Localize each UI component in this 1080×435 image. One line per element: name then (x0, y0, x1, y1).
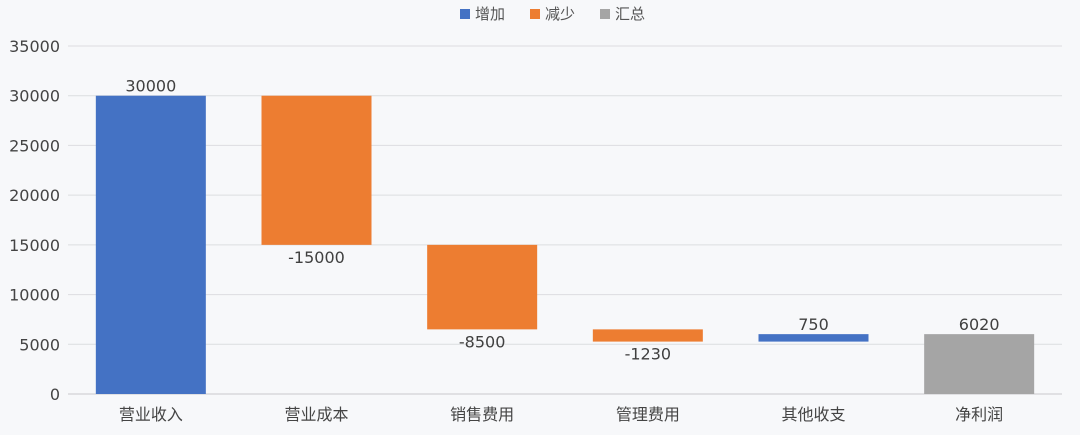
bar-1 (95, 95, 206, 394)
y-tick-label: 0 (50, 385, 60, 404)
legend-label: 汇总 (615, 5, 645, 23)
legend-label: 减少 (545, 5, 575, 23)
bars (95, 95, 1035, 394)
legend-swatch (460, 9, 470, 19)
data-label-5: 750 (798, 315, 829, 334)
y-tick-label: 30000 (9, 87, 60, 106)
x-category-label: 净利润 (955, 405, 1003, 424)
bar-5 (758, 334, 869, 342)
y-tick-label: 25000 (9, 136, 60, 155)
bar-3 (427, 244, 538, 330)
bar-4 (592, 329, 703, 342)
y-axis: 0 5000 10000 15000 20000 25000 30000 35000 (9, 37, 60, 404)
legend-item-decrease: 减少 (530, 5, 575, 23)
x-axis: 营业收入 营业成本 销售费用 管理费用 其他收支 净利润 (119, 405, 1003, 424)
x-category-label: 营业收入 (119, 405, 183, 424)
x-category-label: 管理费用 (616, 405, 680, 424)
legend-item-increase: 增加 (460, 5, 505, 23)
data-label-4: -1230 (625, 345, 672, 364)
y-tick-label: 35000 (9, 37, 60, 56)
data-label-2: -15000 (288, 248, 345, 267)
legend-swatch (530, 9, 540, 19)
y-tick-label: 5000 (19, 335, 60, 354)
x-category-label: 销售费用 (450, 405, 514, 424)
y-tick-label: 15000 (9, 236, 60, 255)
legend-swatch (600, 9, 610, 19)
legend: 增加 减少 汇总 (460, 5, 645, 23)
grid (68, 45, 1062, 395)
data-label-1: 30000 (125, 77, 176, 96)
y-tick-label: 20000 (9, 186, 60, 205)
legend-item-total: 汇总 (600, 5, 645, 23)
data-labels: 30000 -15000 -8500 -1230 750 6020 (125, 77, 999, 364)
data-label-3: -8500 (459, 332, 506, 351)
x-category-label: 其他收支 (781, 405, 845, 424)
bar-6 (924, 334, 1035, 394)
x-category-label: 营业成本 (284, 405, 348, 424)
y-tick-label: 10000 (9, 286, 60, 305)
legend-label: 增加 (475, 5, 505, 23)
data-label-6: 6020 (959, 315, 1000, 334)
bar-2 (261, 95, 372, 245)
